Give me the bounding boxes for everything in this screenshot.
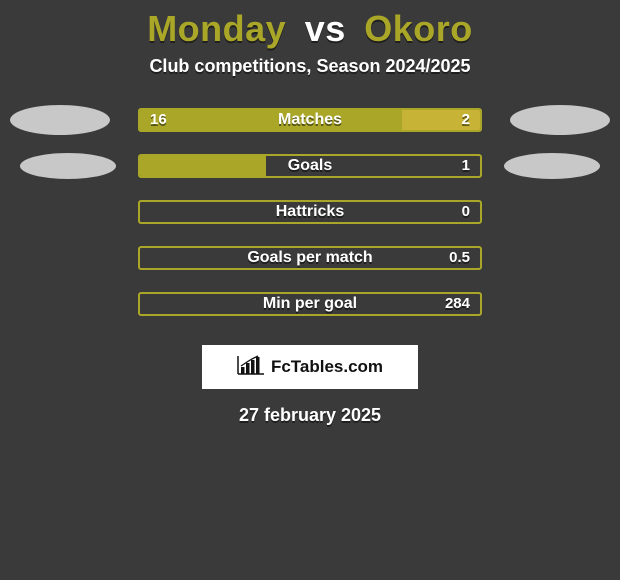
- stat-label: Hattricks: [140, 202, 480, 222]
- brand-box[interactable]: FcTables.com: [202, 345, 418, 389]
- stat-bar: 0Hattricks: [138, 200, 482, 224]
- stat-row: 284Min per goal: [0, 289, 620, 335]
- root: Monday vs Okoro Club competitions, Seaso…: [0, 0, 620, 426]
- subtitle: Club competitions, Season 2024/2025: [0, 56, 620, 77]
- stat-row: 162Matches: [0, 105, 620, 151]
- vs-text: vs: [305, 8, 346, 49]
- barchart-icon: [237, 355, 265, 380]
- date-text: 27 february 2025: [0, 405, 620, 426]
- stats-block: 162Matches 1Goals 0Hattricks 0.5Goals per m…: [0, 105, 620, 335]
- player1-name: Monday: [147, 8, 286, 49]
- stat-label: Goals: [140, 156, 480, 176]
- stat-row: 0Hattricks: [0, 197, 620, 243]
- stat-row: 0.5Goals per match: [0, 243, 620, 289]
- stat-label: Matches: [140, 110, 480, 130]
- stat-row: 1Goals: [0, 151, 620, 197]
- player1-badge: [20, 153, 116, 179]
- stat-label: Min per goal: [140, 294, 480, 314]
- stat-bar: 1Goals: [138, 154, 482, 178]
- stat-label: Goals per match: [140, 248, 480, 268]
- brand-text: FcTables.com: [271, 357, 383, 377]
- player2-badge: [504, 153, 600, 179]
- stat-bar: 0.5Goals per match: [138, 246, 482, 270]
- player2-name: Okoro: [364, 8, 473, 49]
- player2-badge: [510, 105, 610, 135]
- player1-badge: [10, 105, 110, 135]
- stat-bar: 284Min per goal: [138, 292, 482, 316]
- stat-bar: 162Matches: [138, 108, 482, 132]
- page-title: Monday vs Okoro: [0, 8, 620, 50]
